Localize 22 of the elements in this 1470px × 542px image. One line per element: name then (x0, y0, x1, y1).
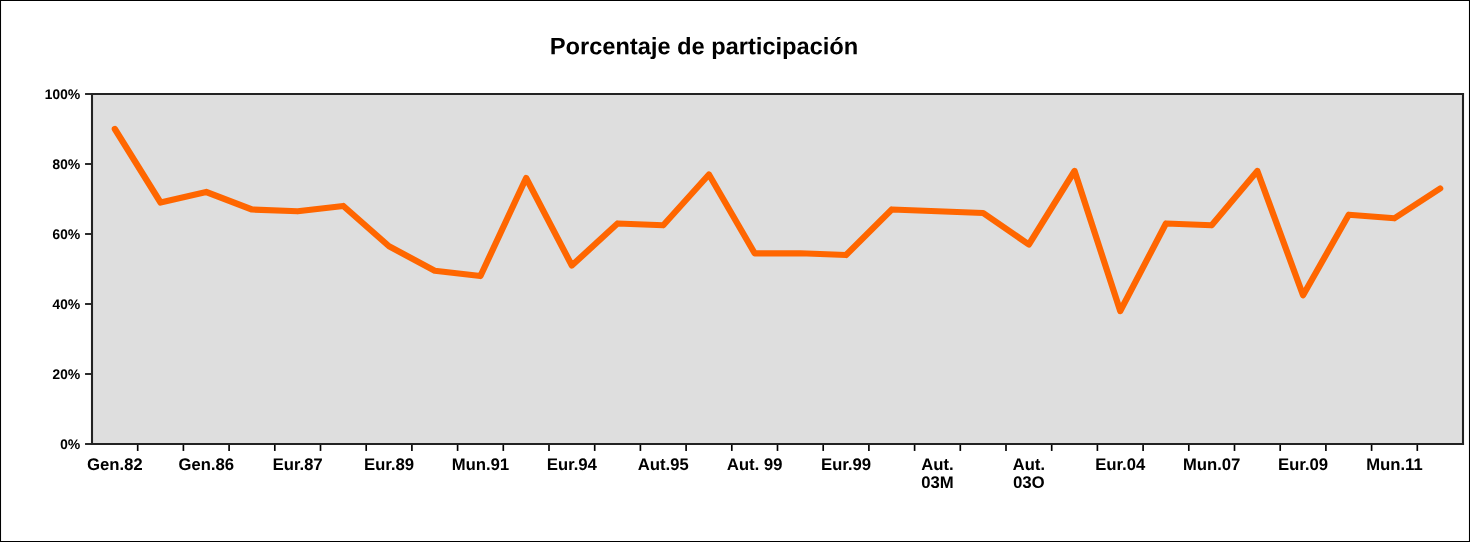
x-tick-label: Gen.86 (179, 458, 234, 471)
x-tick-label: Aut. 99 (727, 458, 782, 471)
x-tick-label: Gen.82 (87, 458, 142, 471)
x-tick-label: Aut. 03M (921, 458, 953, 489)
x-tick-label: Eur.99 (822, 458, 871, 471)
y-tick-label: 60% (52, 229, 80, 240)
x-tick-label: Aut. 03O (1013, 458, 1044, 489)
x-tick-label: Mun.91 (452, 458, 509, 471)
y-tick-label: 80% (52, 159, 80, 170)
x-tick-label: Mun.07 (1184, 458, 1240, 471)
x-tick-label: Eur.87 (273, 458, 322, 471)
chart-title: Porcentaje de participación (551, 36, 857, 60)
y-tick-label: 40% (52, 299, 80, 310)
x-tick-label: Eur.94 (547, 458, 597, 471)
x-tick-label: Aut.95 (638, 458, 689, 471)
x-tick-label: Eur.09 (1279, 458, 1328, 471)
y-tick-label: 100% (45, 89, 80, 100)
y-tick-label: 20% (52, 369, 80, 380)
x-tick-label: Eur.89 (365, 458, 414, 471)
x-tick-label: Eur.04 (1096, 458, 1146, 471)
x-tick-label: Mun.11 (1367, 458, 1423, 471)
y-tick-label: 0% (60, 439, 80, 450)
